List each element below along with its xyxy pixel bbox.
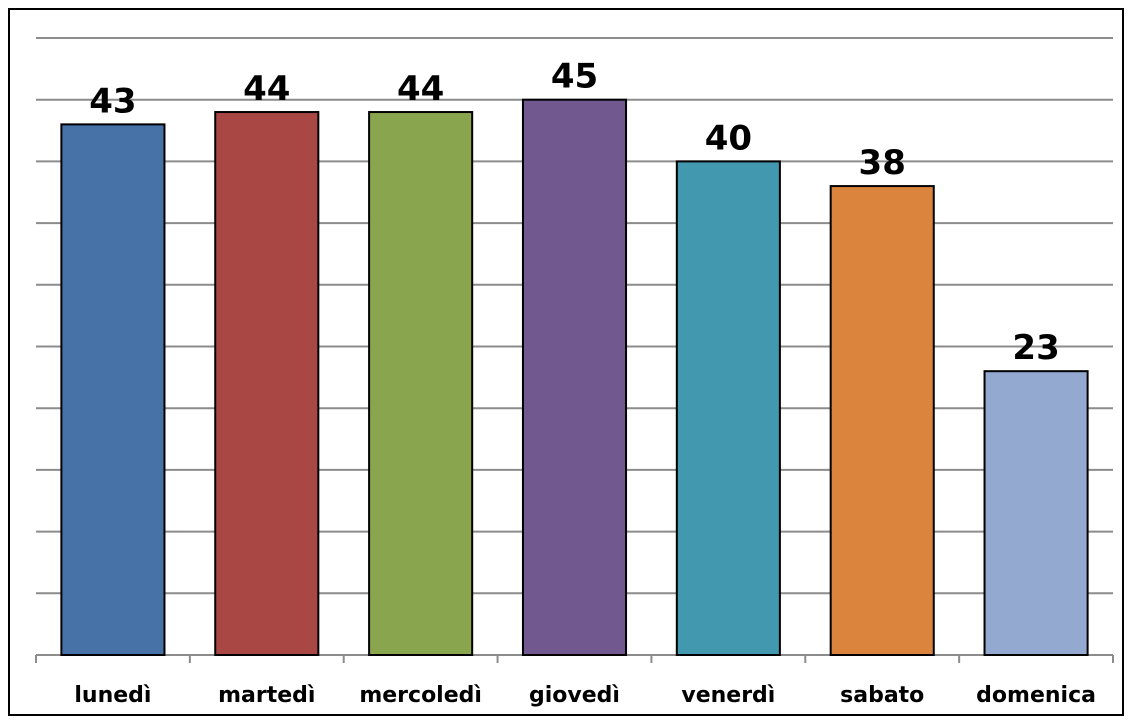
bar[interactable]: [675, 160, 781, 656]
data-label: 23: [1012, 328, 1059, 368]
x-tick-label: venerdì: [681, 683, 775, 708]
x-tick-label: giovedì: [529, 683, 620, 708]
data-label: 40: [705, 118, 752, 158]
x-tick-label: domenica: [976, 683, 1096, 708]
x-tick-label: sabato: [840, 683, 924, 708]
data-label: 44: [397, 69, 444, 109]
data-label: 43: [89, 81, 136, 121]
bar[interactable]: [214, 111, 320, 657]
data-label: 38: [859, 143, 906, 183]
x-tick-label: lunedì: [74, 683, 151, 708]
bar[interactable]: [829, 185, 935, 657]
bar[interactable]: [983, 370, 1089, 656]
x-tick-label: martedì: [218, 683, 315, 708]
x-tick-label: mercoledì: [359, 683, 482, 708]
bar[interactable]: [368, 111, 474, 657]
bar[interactable]: [60, 123, 166, 656]
data-label: 44: [243, 69, 290, 109]
data-label: 45: [551, 57, 598, 97]
bar[interactable]: [521, 98, 628, 656]
